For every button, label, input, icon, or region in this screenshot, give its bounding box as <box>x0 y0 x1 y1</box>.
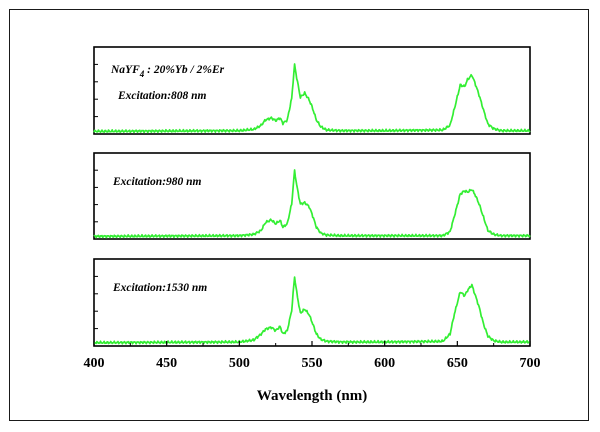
panel-frame <box>93 258 531 347</box>
panel-excitation-label: Excitation:1530 nm <box>112 282 207 294</box>
x-tick-label: 450 <box>156 356 177 371</box>
figure-frame <box>9 9 589 421</box>
panel-excitation-label: Excitation:980 nm <box>112 176 202 188</box>
panel-frame <box>93 152 531 240</box>
panel-excitation-label: Excitation:808 nm <box>117 90 207 102</box>
x-tick-label: 500 <box>229 356 250 371</box>
x-tick-label: 400 <box>84 356 105 371</box>
panel-frame <box>93 46 531 135</box>
x-tick-label: 600 <box>374 356 395 371</box>
spectrum-line-1 <box>93 63 531 134</box>
x-axis-label: Wavelength (nm) <box>257 388 367 404</box>
x-tick-label: 700 <box>520 356 541 371</box>
x-tick-label: 650 <box>447 356 468 371</box>
spectrum-line-2 <box>93 169 531 239</box>
x-tick-label: 550 <box>302 356 323 371</box>
panel-composition-label: NaYF4 : 20%Yb / 2%Er <box>110 64 225 79</box>
